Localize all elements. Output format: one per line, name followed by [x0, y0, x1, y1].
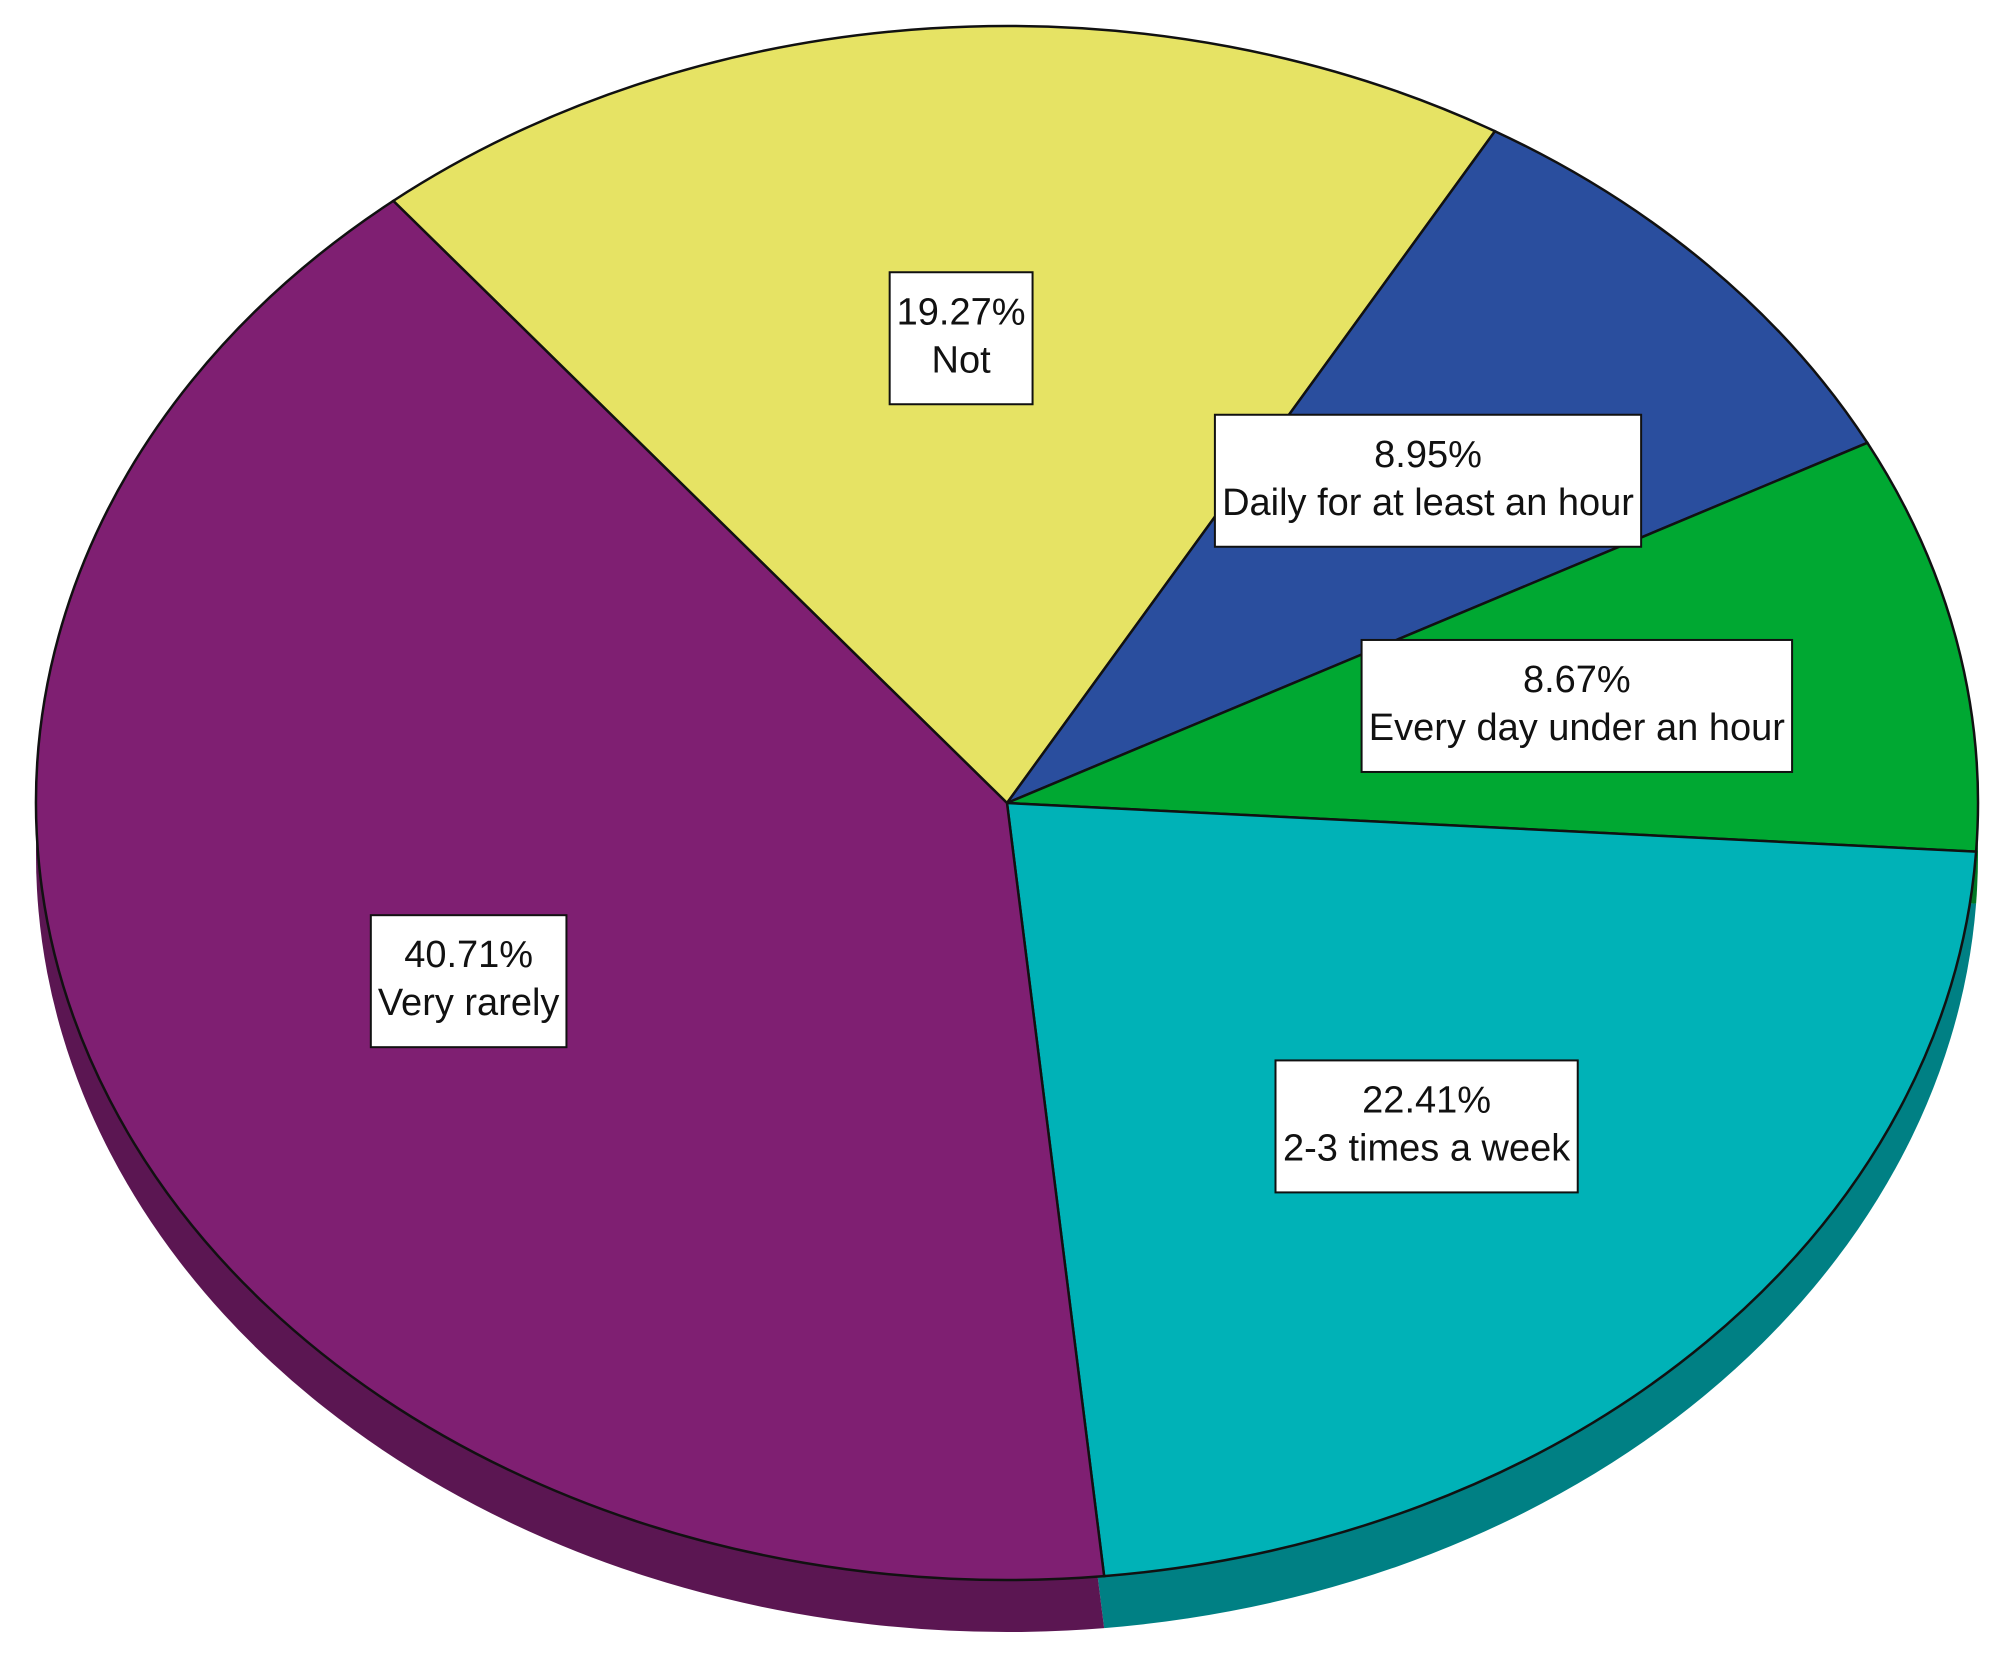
data-label: 8.67% Every day under an hour — [1360, 638, 1794, 773]
value-label: 8.95% — [1374, 434, 1482, 476]
slice — [34, 199, 1106, 1582]
category-label: 2-3 times a week — [1283, 1127, 1571, 1169]
category-label: Not — [932, 339, 992, 381]
label-box — [1360, 638, 1794, 773]
data-label: 22.41% 2-3 times a week — [1274, 1059, 1579, 1194]
value-label: 40.71% — [404, 934, 533, 976]
label-box — [369, 914, 568, 1049]
label-box — [1213, 413, 1643, 548]
label-box — [1274, 1059, 1579, 1194]
pie-slices — [34, 24, 1980, 1582]
value-label: 19.27% — [897, 291, 1026, 333]
data-label: 19.27% Not — [888, 271, 1034, 406]
data-label: 8.95% Daily for at least an hour — [1213, 413, 1643, 548]
value-label: 22.41% — [1362, 1079, 1491, 1121]
category-label: Very rarely — [378, 982, 560, 1024]
category-label: Daily for at least an hour — [1222, 482, 1634, 524]
data-label: 40.71% Very rarely — [369, 914, 568, 1049]
slice — [391, 24, 1497, 805]
category-label: Every day under an hour — [1369, 707, 1785, 749]
label-box — [888, 271, 1034, 406]
value-label: 8.67% — [1523, 659, 1631, 701]
pie-labels: 19.27% Not 8.95% Daily for at least an hour… — [369, 271, 1794, 1194]
